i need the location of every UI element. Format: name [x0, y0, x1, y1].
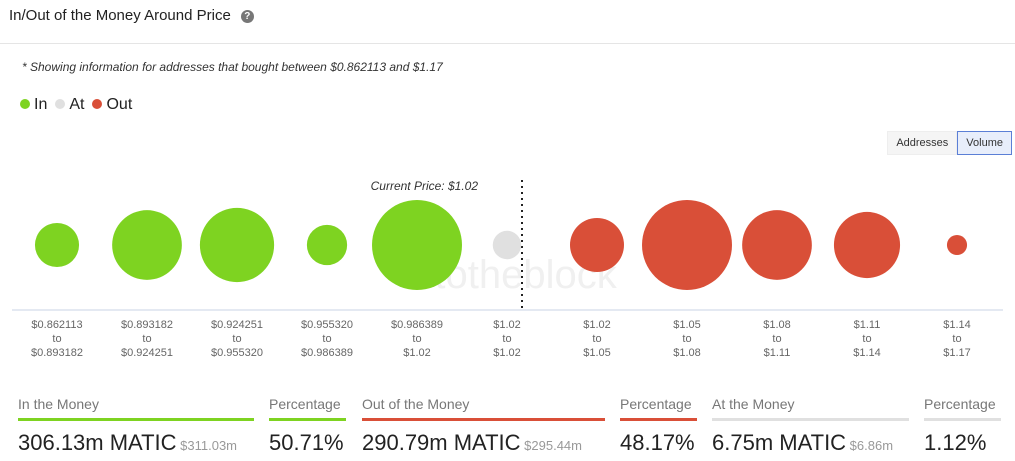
bucket-to-word: to	[502, 333, 512, 345]
bucket-to: $1.02	[403, 347, 431, 359]
bucket-from: $1.02	[493, 319, 521, 331]
legend-in-label: In	[34, 96, 48, 113]
legend-out: Out	[92, 96, 132, 114]
bucket-to-word: to	[52, 333, 62, 345]
stat-usd: $295.44m	[520, 438, 582, 453]
bucket-to: $1.05	[583, 347, 611, 359]
bucket-to-word: to	[682, 333, 692, 345]
stat-in-the-money: In the Money 306.13m MATIC $311.03m	[18, 396, 254, 456]
bucket-label: $0.986389 to $1.02	[372, 318, 462, 360]
legend-at: At	[55, 96, 84, 114]
bubble-in[interactable]	[199, 207, 275, 283]
bucket-to: $0.986389	[301, 347, 353, 359]
bucket-to: $0.955320	[211, 347, 263, 359]
bucket-from: $0.893182	[121, 319, 173, 331]
stat-out-of-the-money: Out of the Money 290.79m MATIC $295.44m	[362, 396, 605, 456]
bucket-from: $1.08	[763, 319, 791, 331]
bucket-label: $1.02 to $1.02	[462, 318, 552, 360]
legend-at-label: At	[69, 96, 85, 113]
bubble-in[interactable]	[372, 200, 462, 290]
bucket-to-word: to	[772, 333, 782, 345]
stat-usd: $6.86m	[846, 438, 894, 453]
bucket-to: $1.02	[493, 347, 521, 359]
stat-value: 290.79m MATIC $295.44m	[362, 430, 582, 455]
bubble-out[interactable]	[642, 200, 732, 290]
bucket-label: $1.02 to $1.05	[552, 318, 642, 360]
bubble-out[interactable]	[742, 210, 812, 280]
page-title: In/Out of the Money Around Price?	[9, 7, 254, 24]
bubble-out[interactable]	[946, 234, 968, 256]
bucket-from: $0.955320	[301, 319, 353, 331]
bucket-to: $1.14	[853, 347, 881, 359]
addresses-button[interactable]: Addresses	[887, 131, 958, 155]
stat-value: 48.17%	[620, 430, 695, 455]
bucket-label: $0.893182 to $0.924251	[102, 318, 192, 360]
stat-label: At the Money	[712, 396, 909, 421]
bucket-label: $0.955320 to $0.986389	[282, 318, 372, 360]
bucket-to-word: to	[952, 333, 962, 345]
bucket-from: $1.02	[583, 319, 611, 331]
bucket-label: $1.05 to $1.08	[642, 318, 732, 360]
stat-value: 306.13m MATIC $311.03m	[18, 430, 238, 455]
stat-value: 50.71%	[269, 430, 344, 455]
stat-at-the-money: At the Money 6.75m MATIC $6.86m	[712, 396, 909, 456]
stat-label: In the Money	[18, 396, 254, 421]
stat-value: 1.12%	[924, 430, 987, 455]
bucket-label: $0.862113 to $0.893182	[12, 318, 102, 360]
bucket-to-word: to	[322, 333, 332, 345]
stat-label: Percentage	[924, 396, 1001, 421]
stat-percentage: Percentage 48.17%	[620, 396, 697, 456]
bucket-to-word: to	[142, 333, 152, 345]
bucket-to: $0.924251	[121, 347, 173, 359]
bucket-from: $1.05	[673, 319, 701, 331]
bubble-in[interactable]	[34, 222, 80, 268]
bucket-label: $0.924251 to $0.955320	[192, 318, 282, 360]
bucket-from: $1.14	[943, 319, 971, 331]
volume-button[interactable]: Volume	[957, 131, 1012, 155]
divider	[0, 43, 1015, 44]
bucket-from: $0.986389	[391, 319, 443, 331]
bucket-to-word: to	[232, 333, 242, 345]
stat-usd: $311.03m	[176, 438, 238, 453]
range-note: * Showing information for addresses that…	[22, 60, 443, 74]
title-text: In/Out of the Money Around Price	[9, 7, 231, 24]
bubble-out[interactable]	[570, 218, 624, 272]
legend-out-label: Out	[106, 96, 133, 113]
bubble-in[interactable]	[306, 224, 348, 266]
at-dot-icon	[55, 99, 66, 109]
bucket-from: $0.924251	[211, 319, 263, 331]
legend-in: In	[20, 96, 47, 114]
bubble-out[interactable]	[833, 211, 901, 279]
bucket-label: $1.11 to $1.14	[822, 318, 912, 360]
stat-percentage: Percentage 1.12%	[924, 396, 1001, 456]
bucket-to-word: to	[592, 333, 602, 345]
stat-value: 6.75m MATIC $6.86m	[712, 430, 894, 455]
bucket-from: $0.862113	[31, 319, 83, 331]
stat-label: Percentage	[620, 396, 697, 421]
stat-label: Out of the Money	[362, 396, 605, 421]
bucket-to: $0.893182	[31, 347, 83, 359]
legend: In At Out	[20, 96, 132, 114]
bubble-in[interactable]	[112, 210, 182, 280]
metric-toggle: Addresses Volume	[887, 131, 1012, 155]
question-circle-icon[interactable]: ?	[240, 10, 254, 23]
out-dot-icon	[92, 99, 103, 109]
bucket-from: $1.11	[853, 319, 881, 331]
bucket-to: $1.08	[673, 347, 701, 359]
bucket-to: $1.17	[943, 347, 971, 359]
bucket-to: $1.11	[763, 347, 791, 359]
bucket-to-word: to	[862, 333, 872, 345]
bucket-label: $1.08 to $1.11	[732, 318, 822, 360]
current-price-label: Current Price: $1.02	[371, 179, 479, 193]
stat-percentage: Percentage 50.71%	[269, 396, 346, 456]
bucket-to-word: to	[412, 333, 422, 345]
stat-label: Percentage	[269, 396, 346, 421]
bucket-label: $1.14 to $1.17	[912, 318, 1002, 360]
in-dot-icon	[20, 99, 30, 109]
bubble-at[interactable]	[492, 230, 522, 260]
